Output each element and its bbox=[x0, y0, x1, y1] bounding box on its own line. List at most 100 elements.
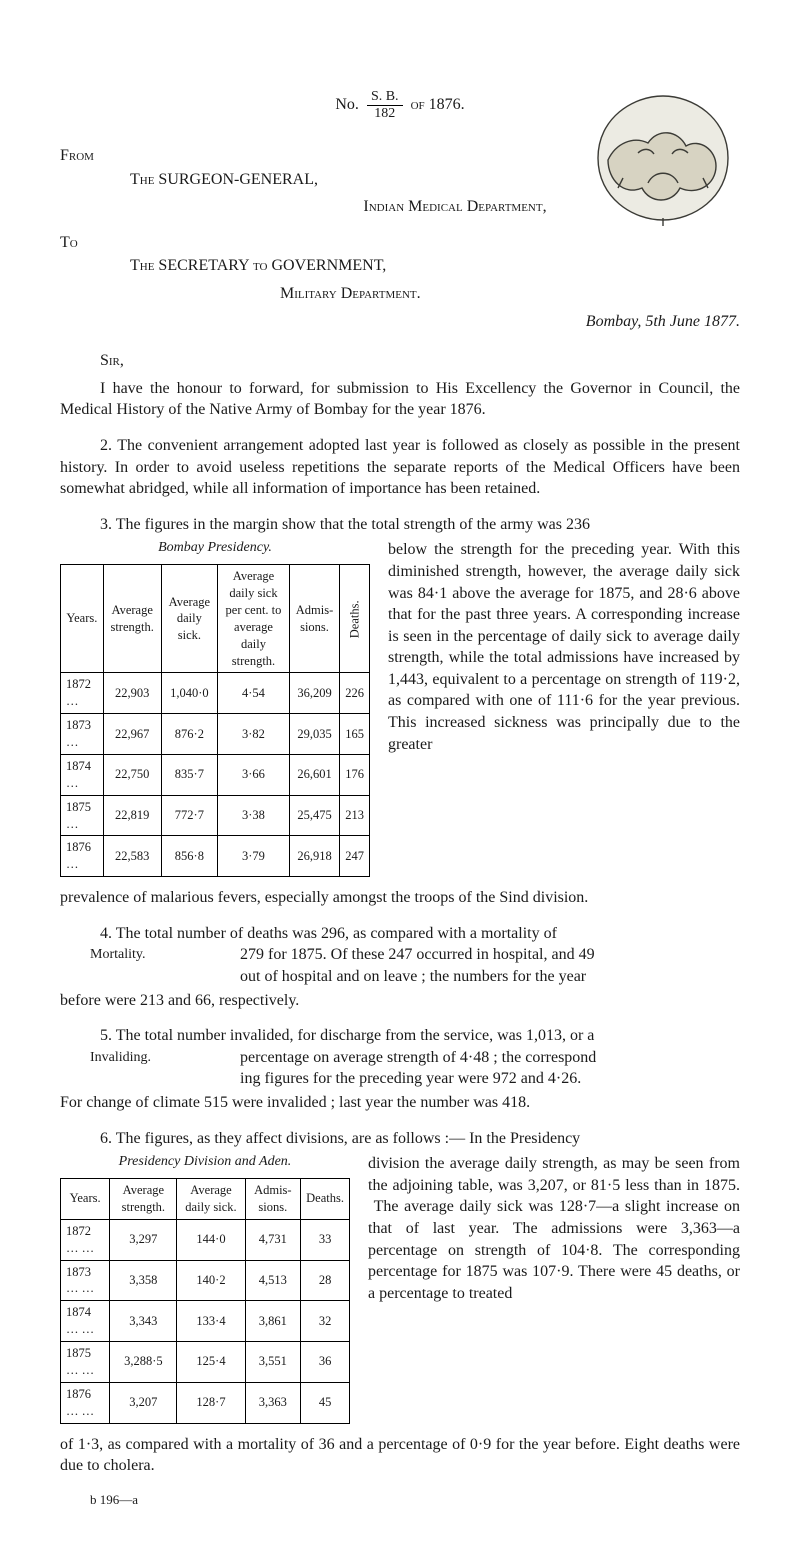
para-3-body: below the strength for the preceding yea… bbox=[388, 539, 740, 755]
invaliding-row: Invaliding. percentage on average streng… bbox=[60, 1047, 740, 1090]
aden-table-block: Presidency Division and Aden. Years. Ave… bbox=[60, 1153, 368, 1427]
recipient-title: The SECRETARY to GOVERNMENT, bbox=[60, 255, 740, 277]
col-avg-strength: Average strength. bbox=[110, 1179, 177, 1220]
table-cell: 32 bbox=[301, 1301, 350, 1342]
table-cell: 1874 … bbox=[61, 754, 104, 795]
table-cell: 3,343 bbox=[110, 1301, 177, 1342]
table-cell: 3,551 bbox=[245, 1342, 301, 1383]
table-row: 1872 … …3,297144·04,73133 bbox=[61, 1219, 350, 1260]
table-row: 1875 … …3,288·5125·43,55136 bbox=[61, 1342, 350, 1383]
para-6-tail: of 1·3, as compared with a mortality of … bbox=[60, 1434, 740, 1477]
bombay-caption: Bombay Presidency. bbox=[60, 539, 370, 558]
to-label: To bbox=[60, 232, 740, 254]
para-3-tail: prevalence of malarious fevers, especial… bbox=[60, 887, 740, 909]
aden-tbody: 1872 … …3,297144·04,731331873 … …3,35814… bbox=[61, 1219, 350, 1423]
table-cell: 22,583 bbox=[103, 836, 161, 877]
table-cell: 835·7 bbox=[161, 754, 218, 795]
page: No. S. B. 182 of 1876. From The SURGEON-… bbox=[0, 0, 800, 1548]
table-cell: 26,601 bbox=[289, 754, 339, 795]
table-row: 1874 …22,750835·73·6626,601176 bbox=[61, 754, 370, 795]
invaliding-line1: percentage on average strength of 4·48 ;… bbox=[240, 1047, 740, 1069]
table-cell: 1875 … bbox=[61, 795, 104, 836]
bombay-table: Years. Average strength. Average daily s… bbox=[60, 564, 370, 877]
table-cell: 22,903 bbox=[103, 673, 161, 714]
table-cell: 3,207 bbox=[110, 1382, 177, 1423]
para-4-lead: 4. The total number of deaths was 296, a… bbox=[60, 923, 740, 945]
date-line: Bombay, 5th June 1877. bbox=[60, 311, 740, 333]
table-row: 1876 …22,583856·83·7926,918247 bbox=[61, 836, 370, 877]
table-cell: 3,363 bbox=[245, 1382, 301, 1423]
table-cell: 22,750 bbox=[103, 754, 161, 795]
table-cell: 1872 … bbox=[61, 673, 104, 714]
table-cell: 1873 … … bbox=[61, 1260, 110, 1301]
para-6-lead: 6. The figures, as they affect divisions… bbox=[60, 1128, 740, 1150]
col-pct: Average daily sick per cent. to aver­age… bbox=[218, 565, 290, 673]
table-cell: 3,297 bbox=[110, 1219, 177, 1260]
table-cell: 876·2 bbox=[161, 714, 218, 755]
mortality-text: 279 for 1875. Of these 247 occurred in h… bbox=[240, 944, 740, 987]
table-cell: 165 bbox=[340, 714, 370, 755]
table-cell: 140·2 bbox=[177, 1260, 245, 1301]
table-cell: 3,288·5 bbox=[110, 1342, 177, 1383]
table-cell: 36,209 bbox=[289, 673, 339, 714]
para-6-body: division the average daily strength, as … bbox=[368, 1153, 740, 1304]
mortality-row: Mortality. 279 for 1875. Of these 247 oc… bbox=[60, 944, 740, 987]
table-row: 1873 … …3,358140·24,51328 bbox=[61, 1260, 350, 1301]
table-cell: 1,040·0 bbox=[161, 673, 218, 714]
frac-bot: 182 bbox=[367, 106, 403, 121]
para-4-tail: before were 213 and 66, respectively. bbox=[60, 990, 740, 1012]
table-cell: 3,358 bbox=[110, 1260, 177, 1301]
table-cell: 133·4 bbox=[177, 1301, 245, 1342]
bombay-tbody: 1872 …22,9031,040·04·5436,2092261873 …22… bbox=[61, 673, 370, 877]
table-cell: 3·66 bbox=[218, 754, 290, 795]
table-cell: 226 bbox=[340, 673, 370, 714]
mortality-sideword: Mortality. bbox=[60, 944, 240, 987]
of-year: of 1876. bbox=[411, 96, 465, 113]
table-cell: 28 bbox=[301, 1260, 350, 1301]
table-cell: 4,731 bbox=[245, 1219, 301, 1260]
table-cell: 1874 … … bbox=[61, 1301, 110, 1342]
no-label: No. bbox=[335, 96, 359, 113]
col-avg-daily-sick: Average daily sick. bbox=[177, 1179, 245, 1220]
table-cell: 247 bbox=[340, 836, 370, 877]
foot-signature: b 196—a bbox=[60, 1491, 740, 1509]
invaliding-line2: ing figures for the preceding year were … bbox=[240, 1068, 740, 1090]
salutation: Sir, bbox=[60, 350, 740, 372]
table-cell: 772·7 bbox=[161, 795, 218, 836]
section-3: Bombay Presidency. Years. Average streng… bbox=[60, 539, 740, 881]
table-cell: 1875 … … bbox=[61, 1342, 110, 1383]
para-5-tail: For change of climate 515 were invalided… bbox=[60, 1092, 740, 1114]
table-cell: 45 bbox=[301, 1382, 350, 1423]
table-cell: 1876 … bbox=[61, 836, 104, 877]
mortality-line2: out of hospital and on leave ; the numbe… bbox=[240, 966, 740, 988]
table-row: 1873 …22,967876·23·8229,035165 bbox=[61, 714, 370, 755]
col-admissions: Admis­sions. bbox=[289, 565, 339, 673]
aden-table: Years. Average strength. Average daily s… bbox=[60, 1178, 350, 1424]
table-cell: 856·8 bbox=[161, 836, 218, 877]
frac-top: S. B. bbox=[367, 90, 403, 106]
table-cell: 213 bbox=[340, 795, 370, 836]
table-cell: 3·79 bbox=[218, 836, 290, 877]
table-cell: 29,035 bbox=[289, 714, 339, 755]
para-3-lead: 3. The figures in the margin show that t… bbox=[60, 514, 740, 536]
col-avg-strength: Average strength. bbox=[103, 565, 161, 673]
table-row: 1876 … …3,207128·73,36345 bbox=[61, 1382, 350, 1423]
table-cell: 1873 … bbox=[61, 714, 104, 755]
table-cell: 33 bbox=[301, 1219, 350, 1260]
table-cell: 22,967 bbox=[103, 714, 161, 755]
para-5-lead: 5. The total number invalided, for disch… bbox=[60, 1025, 740, 1047]
table-cell: 1876 … … bbox=[61, 1382, 110, 1423]
table-row: 1874 … …3,343133·43,86132 bbox=[61, 1301, 350, 1342]
col-years: Years. bbox=[61, 565, 104, 673]
table-row: 1875 …22,819772·73·3825,475213 bbox=[61, 795, 370, 836]
recipient-dept: Military Department. bbox=[60, 283, 740, 305]
bombay-table-block: Bombay Presidency. Years. Average streng… bbox=[60, 539, 388, 881]
table-cell: 3·38 bbox=[218, 795, 290, 836]
col-years: Years. bbox=[61, 1179, 110, 1220]
table-cell: 36 bbox=[301, 1342, 350, 1383]
table-header-row: Years. Average strength. Average daily s… bbox=[61, 565, 370, 673]
table-cell: 22,819 bbox=[103, 795, 161, 836]
table-row: 1872 …22,9031,040·04·5436,209226 bbox=[61, 673, 370, 714]
seal-emblem-icon bbox=[588, 88, 738, 228]
table-cell: 128·7 bbox=[177, 1382, 245, 1423]
